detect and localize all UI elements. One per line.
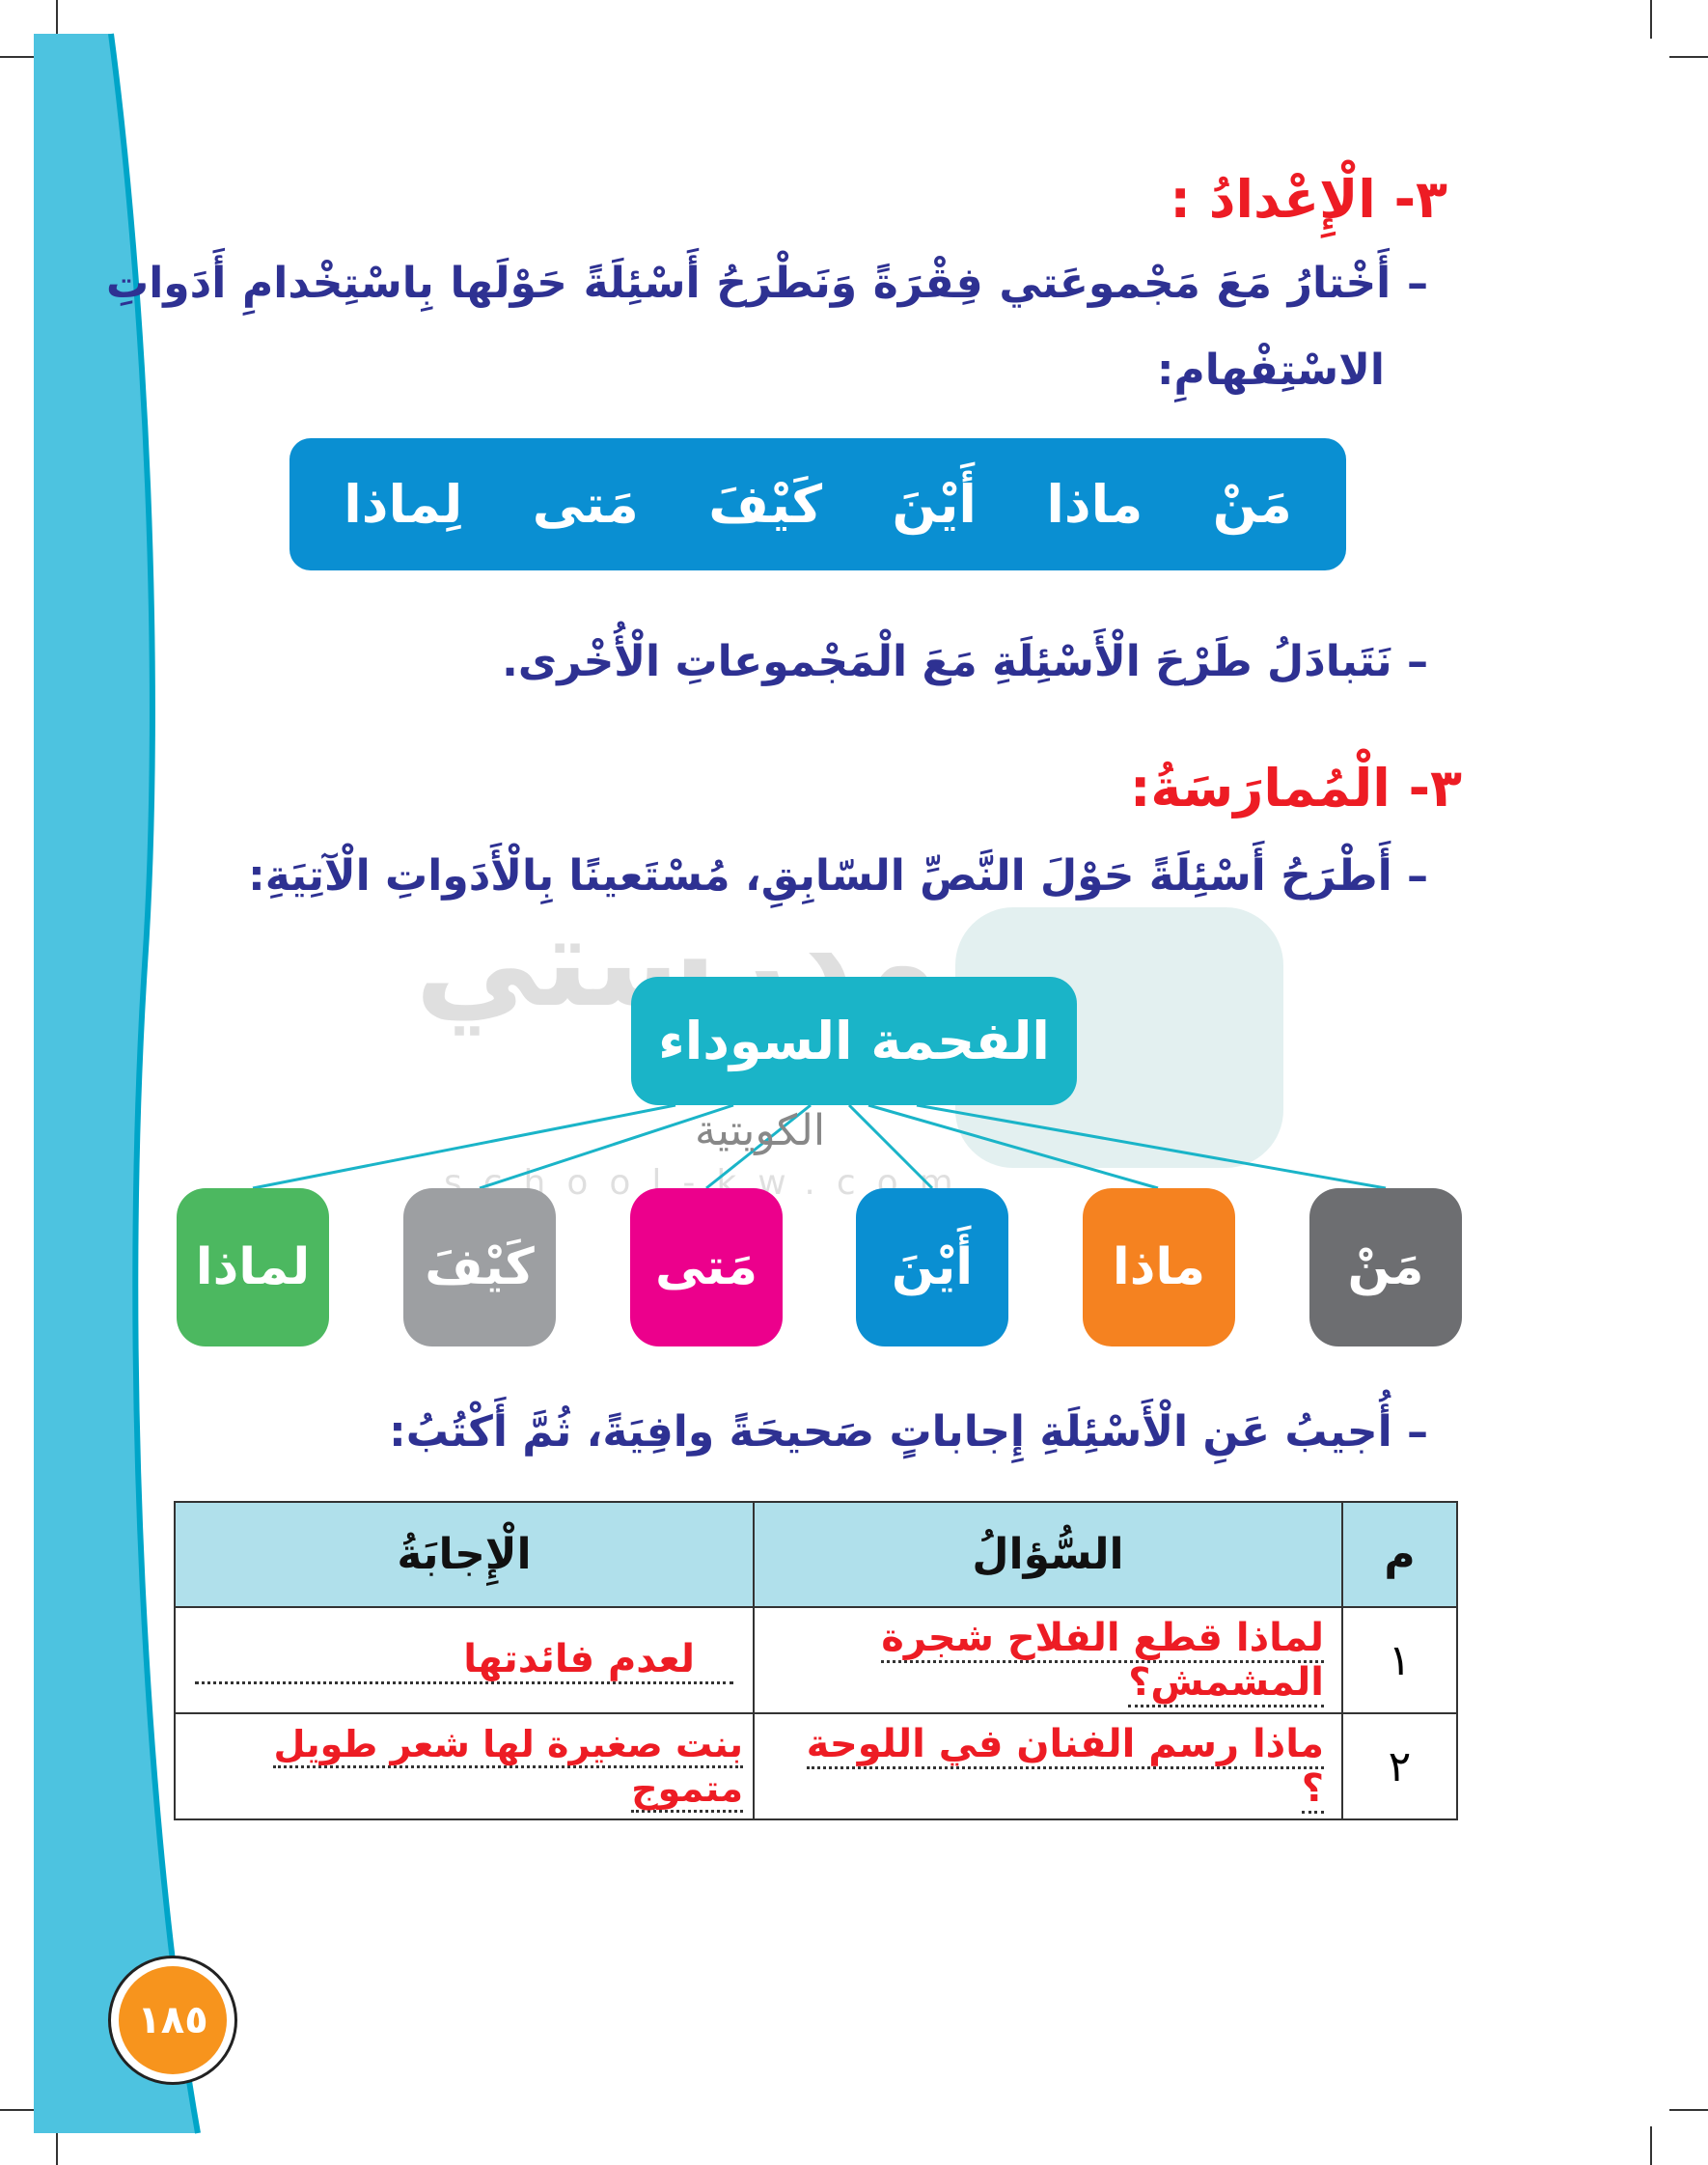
section-heading-practice: ٣- الْمُمارَسَةُ: xyxy=(1129,758,1462,819)
table-row: ١ لماذا قطع الفلاح شجرة المشمش؟ لعدم فائ… xyxy=(174,1606,1458,1714)
question-word: مَتى xyxy=(532,474,639,535)
practice-instruction: – أَطْرَحُ أَسْئِلَةً حَوْلَ النَّصِّ ال… xyxy=(248,851,1428,901)
header-num: م xyxy=(1341,1501,1458,1608)
sidebar-band xyxy=(34,33,201,2134)
crop-mark xyxy=(56,0,58,39)
table-row: ٢ ماذا رسم الفنان في اللوحة ؟ بنت صغيرة … xyxy=(174,1712,1458,1820)
crop-mark xyxy=(0,2109,39,2111)
question-word: لِماذا xyxy=(344,474,463,535)
instruction-line: – أَخْتارُ مَعَ مَجْموعَتي فِقْرَةً وَنَ… xyxy=(106,259,1428,308)
exchange-line: – نَتَبادَلُ طَرْحَ الْأَسْئِلَةِ مَعَ ا… xyxy=(502,637,1428,686)
crop-mark xyxy=(56,2126,58,2165)
header-question: السُّؤالُ xyxy=(753,1501,1343,1608)
watermark-sub: الكويتية xyxy=(695,1106,826,1155)
question-word: كَيْفَ xyxy=(708,474,823,535)
page-number: ١٨٥ xyxy=(137,1998,208,2042)
row-answer: لعدم فائدتها xyxy=(463,1636,695,1681)
tile-ayna: أَيْنَ xyxy=(856,1188,1008,1346)
row-question: لماذا قطع الفلاح شجرة المشمش؟ xyxy=(881,1616,1324,1707)
crop-mark xyxy=(0,56,39,58)
center-title-box: الفحمة السوداء xyxy=(631,977,1077,1105)
question-word: ماذا xyxy=(1046,474,1143,535)
section-heading-prep: ٣- الْإِعْدادُ : xyxy=(1170,169,1447,230)
page-number-badge: ١٨٥ xyxy=(108,1956,237,2085)
row-question: ماذا رسم الفنان في اللوحة ؟ xyxy=(806,1722,1324,1814)
tile-limatha: لماذا xyxy=(177,1188,329,1346)
question-word: مَنْ xyxy=(1212,474,1292,535)
header-answer: الْإِجابَةُ xyxy=(174,1501,755,1608)
row-num: ١ xyxy=(1341,1606,1458,1714)
tile-mata: مَتى xyxy=(630,1188,783,1346)
center-title: الفحمة السوداء xyxy=(658,1011,1050,1071)
crop-mark xyxy=(1669,56,1708,58)
crop-mark xyxy=(1650,0,1652,39)
table-header-row: م السُّؤالُ الْإِجابَةُ xyxy=(174,1501,1458,1608)
tile-matha: ماذا xyxy=(1083,1188,1235,1346)
answer-instruction: – أُجيبُ عَنِ الْأَسْئِلَةِ إِجاباتٍ صَح… xyxy=(389,1407,1428,1457)
row-num: ٢ xyxy=(1341,1712,1458,1820)
tile-kayfa: كَيْفَ xyxy=(403,1188,556,1346)
connector-lines xyxy=(252,1103,1387,1190)
question-word: أَيْنَ xyxy=(892,474,977,535)
crop-mark xyxy=(1669,2109,1708,2111)
question-words-box: مَنْ ماذا أَيْنَ كَيْفَ مَتى لِماذا xyxy=(289,438,1346,570)
tile-man: مَنْ xyxy=(1309,1188,1462,1346)
qa-table: م السُّؤالُ الْإِجابَةُ ١ لماذا قطع الفل… xyxy=(174,1501,1458,1820)
instruction-line: الاسْتِفْهامِ: xyxy=(1156,346,1385,395)
crop-mark xyxy=(1650,2126,1652,2165)
row-answer: بنت صغيرة لها شعر طويل متموج xyxy=(273,1723,743,1813)
